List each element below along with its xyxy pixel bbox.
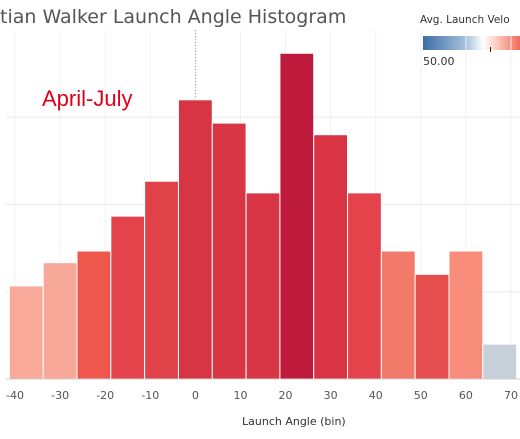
chart-title: tian Walker Launch Angle Histogram (0, 6, 347, 28)
x-tick-label: 0 (192, 389, 199, 402)
histogram-bar[interactable] (448, 250, 484, 380)
legend-value-label: 50.00 (423, 55, 455, 68)
legend-title: Avg. Launch Velo (420, 14, 510, 26)
histogram-bar[interactable] (110, 215, 146, 380)
x-axis-label: Launch Angle (bin) (242, 415, 346, 428)
period-annotation: April-July (42, 86, 133, 111)
x-tick-label: 60 (459, 389, 473, 402)
histogram-bar[interactable] (211, 122, 247, 380)
x-tick-label: -40 (6, 389, 24, 402)
histogram-bar[interactable] (347, 192, 382, 380)
histogram-bar[interactable] (380, 250, 416, 380)
histogram-bar[interactable] (279, 52, 315, 380)
legend-marker (490, 47, 491, 52)
histogram-bar[interactable] (8, 285, 44, 380)
histogram-bar[interactable] (144, 180, 179, 380)
histogram-bar[interactable] (177, 99, 213, 380)
histogram-bar[interactable] (313, 134, 349, 380)
x-tick-label: -20 (96, 389, 114, 402)
x-tick-label: 20 (279, 389, 293, 402)
x-tick-label: 70 (504, 389, 518, 402)
x-tick-label: -30 (51, 389, 69, 402)
histogram-bar[interactable] (482, 343, 518, 380)
histogram-bar[interactable] (76, 250, 112, 380)
x-tick-label: 10 (233, 389, 247, 402)
color-legend-gradient[interactable] (423, 36, 520, 50)
histogram-bar[interactable] (414, 273, 450, 380)
x-tick-label: 40 (369, 389, 383, 402)
histogram-bar[interactable] (245, 192, 281, 380)
x-tick-label: -10 (141, 389, 159, 402)
x-tick-label: 50 (414, 389, 428, 402)
x-tick-label: 30 (324, 389, 338, 402)
histogram-bar[interactable] (42, 262, 78, 380)
